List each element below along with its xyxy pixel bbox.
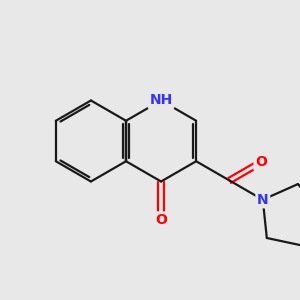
Text: O: O [255,155,267,169]
Text: NH: NH [149,94,173,107]
Text: O: O [155,213,167,227]
Text: N: N [257,193,269,207]
